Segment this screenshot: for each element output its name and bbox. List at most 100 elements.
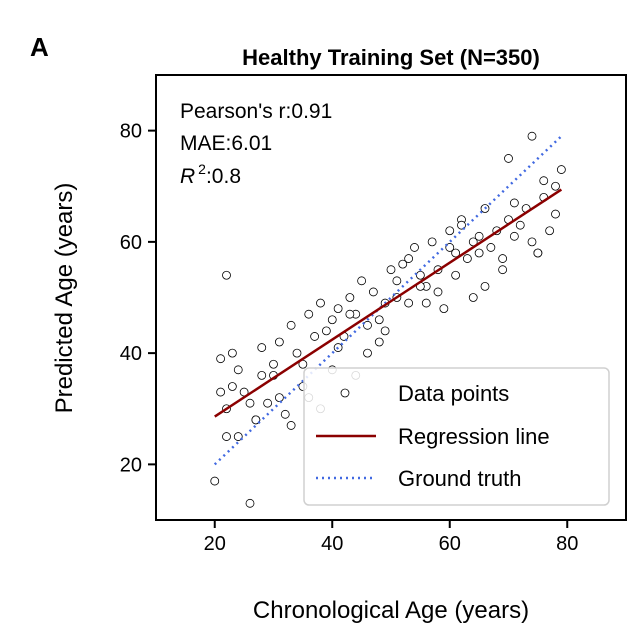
data-point: [304, 309, 314, 319]
r2-text: R 2:0.8: [180, 161, 241, 188]
data-point: [316, 298, 325, 308]
y-axis-label: Predicted Age (years): [51, 183, 78, 414]
data-point: [498, 254, 508, 263]
data-point: [380, 326, 390, 336]
data-point: [222, 432, 231, 441]
data-point: [480, 281, 490, 291]
data-point: [533, 248, 543, 258]
panel-label: A: [30, 32, 49, 62]
data-point: [374, 337, 384, 347]
data-point: [257, 343, 267, 352]
legend-label-regression: Regression line: [398, 424, 550, 449]
data-point: [216, 387, 226, 397]
data-point: [509, 231, 519, 241]
data-point: [392, 276, 402, 286]
data-point: [216, 354, 226, 364]
data-point: [257, 370, 267, 380]
data-point: [527, 237, 537, 247]
data-point: [427, 237, 437, 247]
legend-box: [303, 367, 610, 506]
data-point: [509, 198, 519, 208]
data-point: [274, 393, 284, 403]
legend-label-ground-truth: Ground truth: [398, 466, 522, 491]
y-tick-label: 20: [120, 454, 142, 476]
legend-marker-points: [340, 388, 350, 398]
r2-value: :0.8: [206, 165, 241, 188]
x-tick-label: 40: [321, 533, 343, 555]
data-point: [310, 332, 320, 341]
data-point: [363, 348, 372, 358]
data-point: [321, 326, 331, 336]
r2-symbol: R: [180, 165, 195, 188]
data-point: [551, 181, 560, 191]
data-point: [415, 270, 425, 280]
y-tick-label: 40: [120, 343, 142, 365]
data-point: [227, 382, 237, 391]
data-point: [515, 220, 525, 230]
data-point: [451, 270, 461, 280]
legend-label-points: Data points: [398, 381, 509, 406]
data-point: [269, 359, 278, 369]
y-tick-label: 60: [120, 232, 142, 254]
data-point: [333, 304, 343, 314]
data-point: [357, 276, 367, 286]
data-point: [386, 265, 396, 275]
data-point: [286, 320, 296, 330]
data-point: [410, 243, 419, 252]
x-tick-label: 20: [204, 533, 226, 555]
data-point: [474, 248, 484, 258]
x-tick-label: 80: [556, 533, 578, 555]
mae-text: MAE:6.01: [180, 132, 272, 155]
data-point: [498, 265, 508, 275]
data-point: [486, 243, 496, 252]
data-point: [280, 409, 290, 419]
data-point: [404, 254, 414, 263]
data-point: [404, 298, 414, 308]
data-point: [274, 337, 284, 347]
data-point: [286, 421, 296, 430]
data-point: [292, 348, 302, 358]
data-point: [327, 315, 337, 325]
data-point: [233, 365, 243, 375]
data-point: [445, 226, 455, 236]
data-point: [451, 248, 461, 258]
data-point: [527, 131, 537, 141]
data-point: [368, 287, 378, 297]
data-point: [263, 398, 273, 408]
y-tick-label: 80: [120, 121, 142, 143]
data-point: [345, 309, 355, 319]
data-point: [468, 293, 478, 302]
data-point: [227, 348, 237, 358]
chart-title: Healthy Training Set (N=350): [242, 45, 540, 70]
data-point: [504, 154, 513, 163]
data-point: [421, 298, 431, 308]
data-point: [398, 259, 408, 269]
r2-exponent: 2: [198, 161, 206, 177]
data-point: [439, 304, 449, 314]
pearson-text: Pearson's r:0.91: [180, 100, 332, 123]
x-axis-label: Chronological Age (years): [253, 597, 529, 624]
data-point: [363, 320, 372, 330]
data-point: [462, 254, 472, 263]
x-axis: 20 40 60 80: [204, 520, 578, 555]
data-point: [245, 398, 255, 408]
data-point: [210, 476, 220, 486]
x-tick-label: 60: [439, 533, 461, 555]
data-point: [433, 287, 443, 297]
data-point: [539, 176, 549, 186]
y-axis: 20 40 60 80: [120, 121, 156, 476]
axes-frame: [155, 74, 627, 521]
data-point: [374, 315, 384, 325]
legend: Data points Regression line Ground truth: [303, 367, 610, 506]
data-point: [474, 231, 484, 241]
data-point: [345, 293, 355, 302]
data-point: [245, 498, 255, 508]
regression-line: [214, 188, 563, 418]
plot-area: 20 40 60 80 20 40 60 80 Pearson's r:0.91 MAE:6…: [120, 74, 627, 555]
stats-annotation: Pearson's r:0.91 MAE:6.01 R 2:0.8: [180, 100, 332, 188]
data-point: [222, 270, 231, 280]
ground-truth-line: [213, 135, 563, 466]
data-point: [545, 226, 555, 236]
data-point: [556, 165, 566, 174]
